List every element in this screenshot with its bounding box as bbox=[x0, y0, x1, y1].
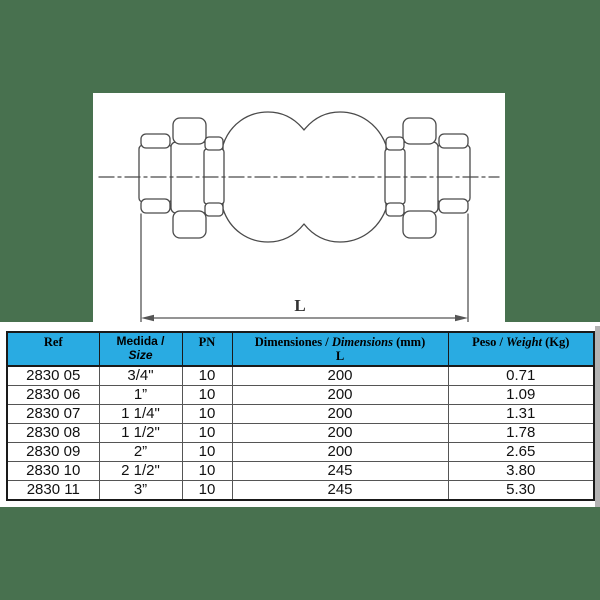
cell-size: 2 1/2" bbox=[98, 460, 183, 481]
left-nut-cap-top bbox=[172, 117, 207, 145]
cell-pn: 10 bbox=[181, 384, 233, 405]
cell-ref: 2830 08 bbox=[6, 422, 100, 443]
right-hex-mid bbox=[436, 144, 471, 203]
cell-pn: 10 bbox=[181, 422, 233, 443]
cell-weight: 3.80 bbox=[447, 460, 595, 481]
header-dimensions-line1: Dimensiones / Dimensions (mm) bbox=[254, 335, 426, 349]
cell-size: 1 1/2" bbox=[98, 422, 183, 443]
dimension-label: L bbox=[294, 296, 305, 315]
cell-ref: 2830 07 bbox=[6, 403, 100, 424]
cell-length: 245 bbox=[231, 479, 449, 501]
right-hex-cap-top bbox=[438, 133, 469, 149]
cell-pn: 10 bbox=[181, 403, 233, 424]
cell-weight: 1.78 bbox=[447, 422, 595, 443]
cell-length: 200 bbox=[231, 403, 449, 424]
cell-size: 3” bbox=[98, 479, 183, 501]
cell-weight: 1.31 bbox=[447, 403, 595, 424]
cell-weight: 2.65 bbox=[447, 441, 595, 462]
right-arrowhead bbox=[455, 314, 468, 322]
left-hex-cap-top bbox=[140, 133, 171, 149]
header-size-line1: Medida / bbox=[116, 334, 165, 348]
cell-ref: 2830 05 bbox=[6, 365, 100, 386]
cell-length: 200 bbox=[231, 422, 449, 443]
cell-length: 200 bbox=[231, 365, 449, 386]
left-union-fitting bbox=[138, 117, 225, 239]
left-collar-cap-bottom bbox=[204, 202, 224, 217]
cell-ref: 2830 10 bbox=[6, 460, 100, 481]
dimension-lines bbox=[140, 213, 469, 323]
left-hex-cap-bottom bbox=[140, 198, 171, 214]
col-header-ref: Ref bbox=[6, 331, 100, 367]
table-row: 2830 10 2 1/2" 10 245 3.80 bbox=[6, 460, 595, 481]
header-row: Ref Medida / Size PN Dimensiones / Dimen… bbox=[6, 331, 595, 367]
cell-length: 245 bbox=[231, 460, 449, 481]
col-header-size: Medida / Size bbox=[98, 331, 183, 367]
table-row: 2830 07 1 1/4" 10 200 1.31 bbox=[6, 403, 595, 424]
cell-ref: 2830 11 bbox=[6, 479, 100, 501]
left-arrowhead bbox=[141, 314, 154, 322]
header-size-line2: Size bbox=[128, 347, 153, 362]
table-row: 2830 09 2” 10 200 2.65 bbox=[6, 441, 595, 462]
header-dimensions-line2: L bbox=[335, 349, 345, 364]
right-collar-cap-bottom bbox=[385, 202, 405, 217]
cell-size: 3/4" bbox=[98, 365, 183, 386]
right-union-fitting bbox=[384, 117, 471, 239]
header-pn-label: PN bbox=[198, 335, 216, 349]
right-hex-cap-bottom bbox=[438, 198, 469, 214]
cell-ref: 2830 06 bbox=[6, 384, 100, 405]
cell-pn: 10 bbox=[181, 441, 233, 462]
cell-size: 1” bbox=[98, 384, 183, 405]
table-row: 2830 06 1” 10 200 1.09 bbox=[6, 384, 595, 405]
col-header-dimensions: Dimensiones / Dimensions (mm) L bbox=[231, 331, 449, 367]
cell-size: 2” bbox=[98, 441, 183, 462]
col-header-pn: PN bbox=[181, 331, 233, 367]
table-row: 2830 11 3” 10 245 5.30 bbox=[6, 479, 595, 501]
left-nut-cap-bottom bbox=[172, 210, 207, 239]
left-hex-mid bbox=[138, 144, 173, 203]
cell-pn: 10 bbox=[181, 365, 233, 386]
col-header-weight: Peso / Weight (Kg) bbox=[447, 331, 595, 367]
cell-weight: 0.71 bbox=[447, 365, 595, 386]
spec-table: Ref Medida / Size PN Dimensiones / Dimen… bbox=[6, 331, 595, 501]
page-edge-strip bbox=[595, 326, 600, 507]
cell-length: 200 bbox=[231, 384, 449, 405]
right-nut-cap-top bbox=[402, 117, 437, 145]
right-nut-cap-bottom bbox=[402, 210, 437, 239]
cell-pn: 10 bbox=[181, 460, 233, 481]
drawing-panel: L bbox=[93, 93, 505, 324]
table-row: 2830 08 1 1/2" 10 200 1.78 bbox=[6, 422, 595, 443]
cell-size: 1 1/4" bbox=[98, 403, 183, 424]
cell-ref: 2830 09 bbox=[6, 441, 100, 462]
flexible-joint-technical-drawing: L bbox=[98, 111, 500, 323]
cell-length: 200 bbox=[231, 441, 449, 462]
left-collar-cap-top bbox=[204, 136, 224, 151]
cell-weight: 1.09 bbox=[447, 384, 595, 405]
right-collar-cap-top bbox=[385, 136, 405, 151]
table-row: 2830 05 3/4" 10 200 0.71 bbox=[6, 365, 595, 386]
cell-pn: 10 bbox=[181, 479, 233, 501]
header-ref-label: Ref bbox=[43, 335, 63, 349]
cell-weight: 5.30 bbox=[447, 479, 595, 501]
